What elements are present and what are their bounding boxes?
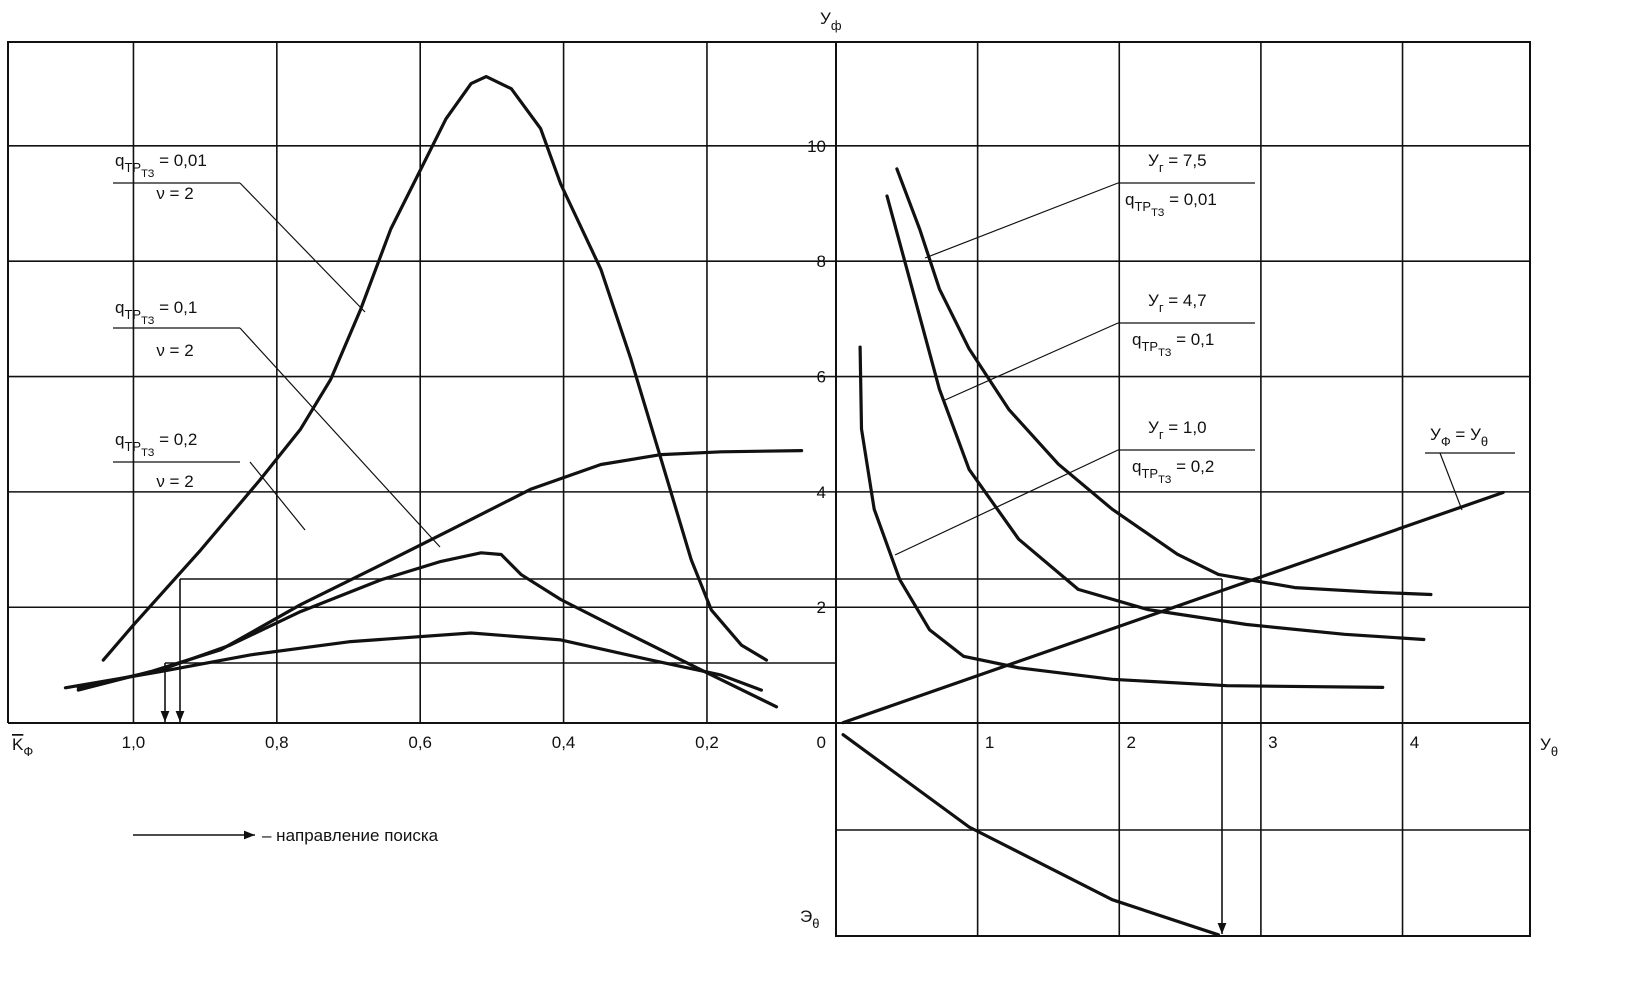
label-part: ТР <box>124 160 141 175</box>
label-part: = У <box>1451 425 1481 444</box>
label: Уф <box>820 9 842 33</box>
label-part: ТЗ <box>141 168 155 180</box>
label: qТРТЗ = 0,2 <box>1132 457 1214 486</box>
label: Эθ <box>800 907 819 931</box>
label-part: ТЗ <box>141 315 155 327</box>
label-part: = 0,2 <box>1171 457 1214 476</box>
label-part: = 4,7 <box>1164 291 1207 310</box>
label-part: = 0,2 <box>154 430 197 449</box>
label-part: K <box>12 735 24 754</box>
label-part: q <box>115 430 124 449</box>
label-part: = 0,01 <box>1164 190 1216 209</box>
label-part: ТЗ <box>141 447 155 459</box>
y-tick-label: 2 <box>817 598 826 617</box>
legend-text: – направление поиска <box>262 826 439 845</box>
label-part: ТР <box>1134 199 1151 214</box>
label-part: г <box>1159 160 1164 175</box>
x-tick-label: 0,2 <box>695 733 719 752</box>
label-part: У <box>820 9 831 28</box>
curve <box>858 345 1385 689</box>
label-part: = 1,0 <box>1164 418 1207 437</box>
label-part: ТЗ <box>1158 347 1172 359</box>
x-tick-label: 2 <box>1127 733 1136 752</box>
label-part: ТР <box>1141 339 1158 354</box>
x-tick-label: 0,6 <box>408 733 432 752</box>
y-tick-label: 4 <box>817 483 826 502</box>
label: KФ <box>12 735 33 759</box>
label: qТРТЗ = 0,1 <box>1132 330 1214 359</box>
label-part: θ <box>1481 434 1488 449</box>
label-part: Ф <box>1441 434 1451 449</box>
label-part: У <box>1148 151 1159 170</box>
label-part: У <box>1148 291 1159 310</box>
x-tick-label: 1,0 <box>122 733 146 752</box>
leader-line <box>1439 452 1463 511</box>
label-part: Ф <box>23 744 33 759</box>
label-part: = 0,01 <box>154 151 206 170</box>
x-tick-label: 0,4 <box>552 733 576 752</box>
label-part: ТЗ <box>1158 474 1172 486</box>
y-tick-label: 8 <box>817 252 826 271</box>
label-part: q <box>115 298 124 317</box>
label-part: q <box>115 151 124 170</box>
label-part: ф <box>831 18 842 33</box>
annotation-text: ν = 2 <box>156 341 193 360</box>
label-part: ТР <box>124 307 141 322</box>
label-part: q <box>1132 457 1141 476</box>
label: УФ = Уθ <box>1430 425 1488 449</box>
label: Уг = 1,0 <box>1148 418 1207 442</box>
label-part: θ <box>1551 744 1558 759</box>
leader-line <box>239 327 441 548</box>
label-part: = 0,1 <box>154 298 197 317</box>
frame <box>7 41 1531 937</box>
curve <box>841 490 1505 725</box>
leader-line <box>924 182 1119 259</box>
annotation-text: ν = 2 <box>156 472 193 491</box>
curve <box>76 551 779 709</box>
x-tick-label: 1 <box>985 733 994 752</box>
x-tick-label: 3 <box>1268 733 1277 752</box>
curve <box>885 194 1426 642</box>
label-part: Э <box>800 907 812 926</box>
label-part: У <box>1430 425 1441 444</box>
label: Уθ <box>1540 735 1558 759</box>
curve <box>101 75 769 662</box>
y-tick-label: 10 <box>807 137 826 156</box>
curve <box>841 733 1220 937</box>
leader-line <box>239 182 366 313</box>
label-part: ТР <box>124 439 141 454</box>
search-lines <box>133 578 1227 934</box>
label-part: ТЗ <box>1151 207 1165 219</box>
label: qТРТЗ = 0,01 <box>115 151 207 180</box>
y-tick-label: 6 <box>817 368 826 387</box>
leader-line <box>894 449 1119 556</box>
x-tick-label: 4 <box>1410 733 1419 752</box>
x-tick-label: 0 <box>817 733 826 752</box>
annotation-text: ν = 2 <box>156 184 193 203</box>
label-part: q <box>1125 190 1134 209</box>
label-part: θ <box>812 916 819 931</box>
label-part: ТР <box>1141 466 1158 481</box>
label: qТРТЗ = 0,1 <box>115 298 197 327</box>
label: qТРТЗ = 0,2 <box>115 430 197 459</box>
label: Уг = 7,5 <box>1148 151 1207 175</box>
curve <box>63 631 763 692</box>
label-part: У <box>1540 735 1551 754</box>
label-part: г <box>1159 300 1164 315</box>
label-part: У <box>1148 418 1159 437</box>
label: Уг = 4,7 <box>1148 291 1207 315</box>
leader-line <box>944 322 1119 401</box>
label: qТРТЗ = 0,01 <box>1125 190 1217 219</box>
label-part: г <box>1159 427 1164 442</box>
x-tick-label: 0,8 <box>265 733 289 752</box>
label-part: q <box>1132 330 1141 349</box>
label-part: = 0,1 <box>1171 330 1214 349</box>
label-part: = 7,5 <box>1164 151 1207 170</box>
leader-line <box>249 461 306 531</box>
curve <box>895 167 1433 597</box>
